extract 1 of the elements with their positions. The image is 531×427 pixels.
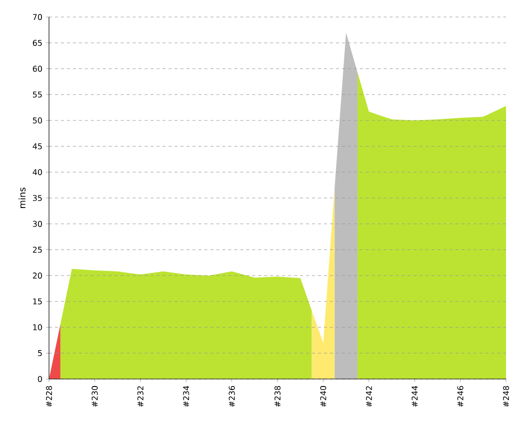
y-axis-title: mins bbox=[18, 188, 26, 208]
